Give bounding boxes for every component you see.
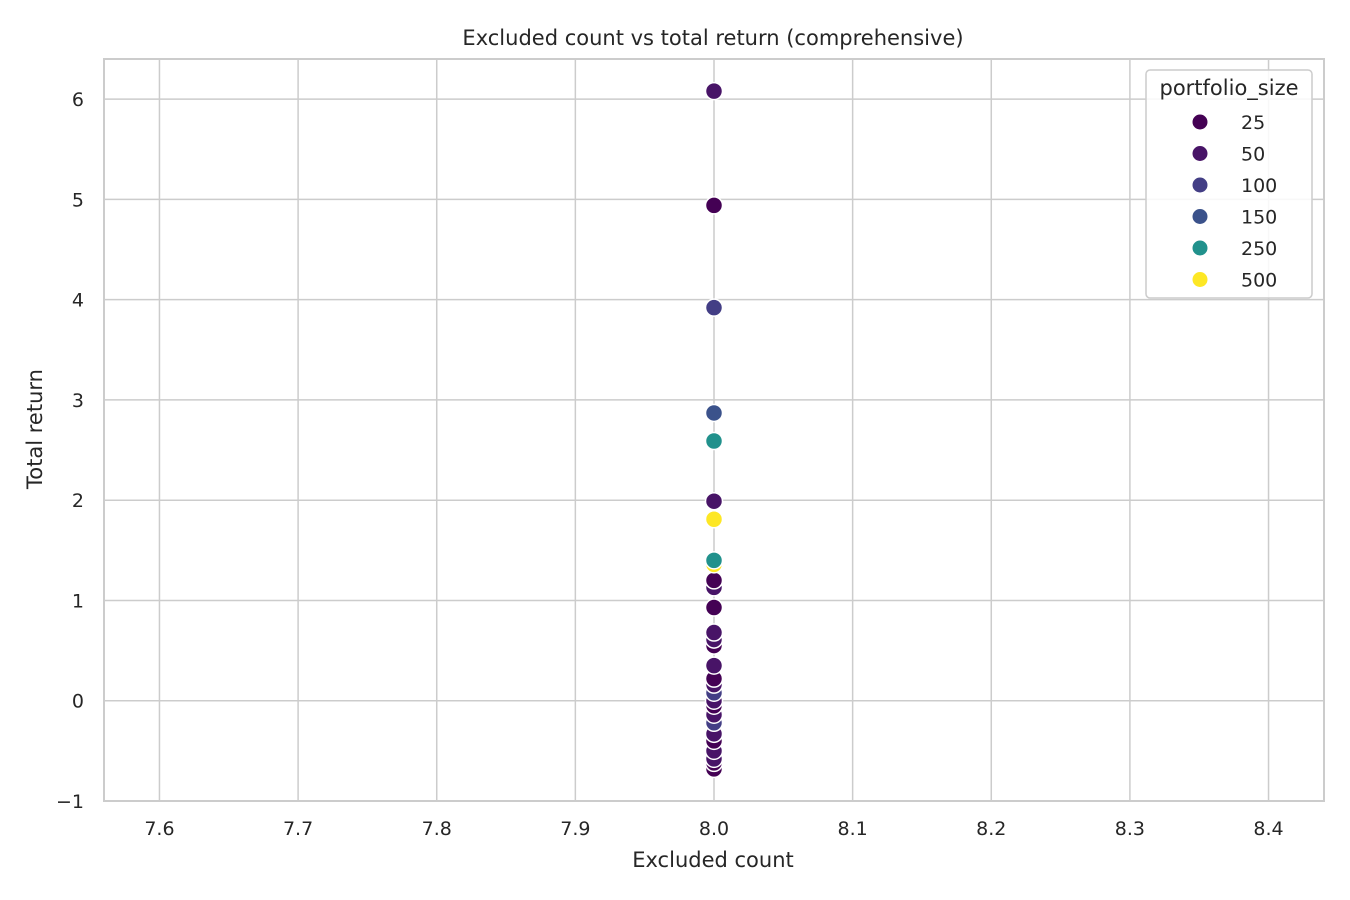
data-point bbox=[704, 431, 724, 451]
x-tick-label: 7.8 bbox=[422, 818, 452, 840]
legend-box bbox=[1145, 69, 1313, 299]
legend-marker bbox=[1191, 113, 1209, 131]
data-point bbox=[704, 196, 724, 215]
data-point bbox=[704, 81, 724, 101]
y-tick-label: 5 bbox=[72, 189, 84, 211]
y-tick-label: 3 bbox=[72, 390, 84, 412]
x-tick-label: 8.2 bbox=[976, 818, 1006, 840]
chart-title: Excluded count vs total return (comprehe… bbox=[462, 26, 963, 50]
data-point bbox=[704, 571, 724, 590]
legend-entries: 25 50 100 150 250 500 bbox=[1191, 112, 1277, 292]
data-point bbox=[704, 551, 724, 570]
data-points bbox=[704, 81, 724, 779]
legend-marker bbox=[1191, 208, 1209, 225]
legend-marker bbox=[1191, 176, 1209, 194]
data-point bbox=[704, 598, 724, 617]
legend: portfolio_size 25 50 100 150 250 500 bbox=[1145, 69, 1313, 299]
data-point bbox=[704, 656, 724, 675]
legend-marker bbox=[1191, 145, 1209, 162]
x-tick-label: 8.0 bbox=[699, 818, 729, 840]
data-point bbox=[704, 491, 724, 511]
x-tick-label: 7.9 bbox=[560, 818, 590, 840]
data-point bbox=[704, 403, 724, 423]
data-point bbox=[704, 298, 724, 317]
x-tick-label: 7.6 bbox=[144, 818, 174, 840]
legend-marker bbox=[1191, 271, 1209, 288]
tick-labels: 7.6 7.7 7.8 7.9 8.0 8.1 8.2 8.3 8.4 −1 0 1 2 3 4 5 6 bbox=[56, 89, 1284, 840]
legend-title: portfolio_size bbox=[1159, 76, 1298, 101]
legend-label: 150 bbox=[1241, 207, 1277, 229]
y-tick-label: 1 bbox=[72, 590, 84, 612]
y-tick-label: 2 bbox=[72, 490, 84, 512]
legend-marker bbox=[1191, 239, 1209, 257]
y-axis-title: Total return bbox=[23, 369, 47, 490]
x-tick-label: 7.7 bbox=[283, 818, 313, 840]
legend-label: 50 bbox=[1241, 144, 1265, 166]
x-tick-label: 8.1 bbox=[838, 818, 868, 840]
x-tick-label: 8.3 bbox=[1115, 818, 1145, 840]
y-tick-label: 4 bbox=[72, 290, 84, 312]
y-tick-label: 0 bbox=[72, 691, 84, 713]
legend-label: 250 bbox=[1241, 238, 1277, 260]
legend-label: 500 bbox=[1241, 270, 1277, 292]
data-point bbox=[704, 623, 724, 642]
y-tick-label: 6 bbox=[72, 89, 84, 111]
y-tick-label: −1 bbox=[56, 791, 84, 813]
legend-label: 25 bbox=[1241, 112, 1265, 134]
legend-label: 100 bbox=[1241, 175, 1277, 197]
data-point bbox=[704, 509, 724, 529]
x-tick-label: 8.4 bbox=[1253, 818, 1283, 840]
plot-frame bbox=[103, 58, 1325, 802]
x-axis-title: Excluded count bbox=[632, 848, 794, 872]
